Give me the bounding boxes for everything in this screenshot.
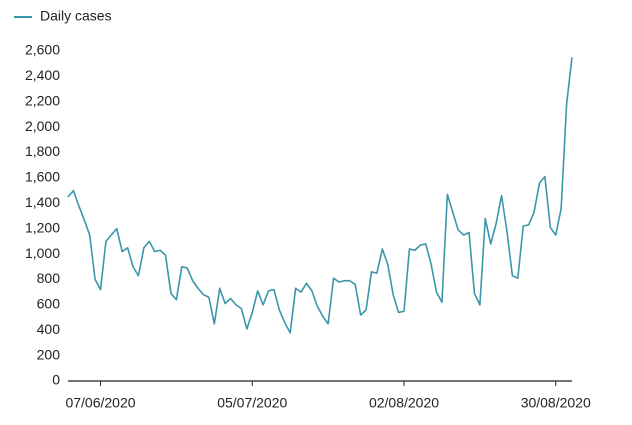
y-tick-label: 1,000 [25, 245, 60, 261]
data-line [67, 57, 573, 334]
y-tick-label: 2,600 [25, 42, 60, 58]
y-tick-label: 0 [52, 372, 60, 388]
y-tick-label: 800 [37, 270, 61, 286]
y-tick-label: 2,400 [25, 67, 60, 83]
x-tick-label: 07/06/2020 [65, 395, 135, 411]
y-tick-label: 2,000 [25, 118, 60, 134]
legend-label: Daily cases [40, 8, 112, 24]
y-tick-label: 1,200 [25, 219, 60, 235]
y-tick-label: 1,400 [25, 194, 60, 210]
x-tick-label: 05/07/2020 [217, 395, 287, 411]
y-tick-label: 400 [37, 321, 61, 337]
x-tick-label: 02/08/2020 [369, 395, 439, 411]
y-tick-label: 1,800 [25, 143, 60, 159]
y-tick-label: 1,600 [25, 169, 60, 185]
y-tick-label: 600 [37, 296, 61, 312]
y-tick-label: 2,200 [25, 92, 60, 108]
y-tick-label: 200 [37, 346, 61, 362]
x-tick-label: 30/08/2020 [521, 395, 591, 411]
